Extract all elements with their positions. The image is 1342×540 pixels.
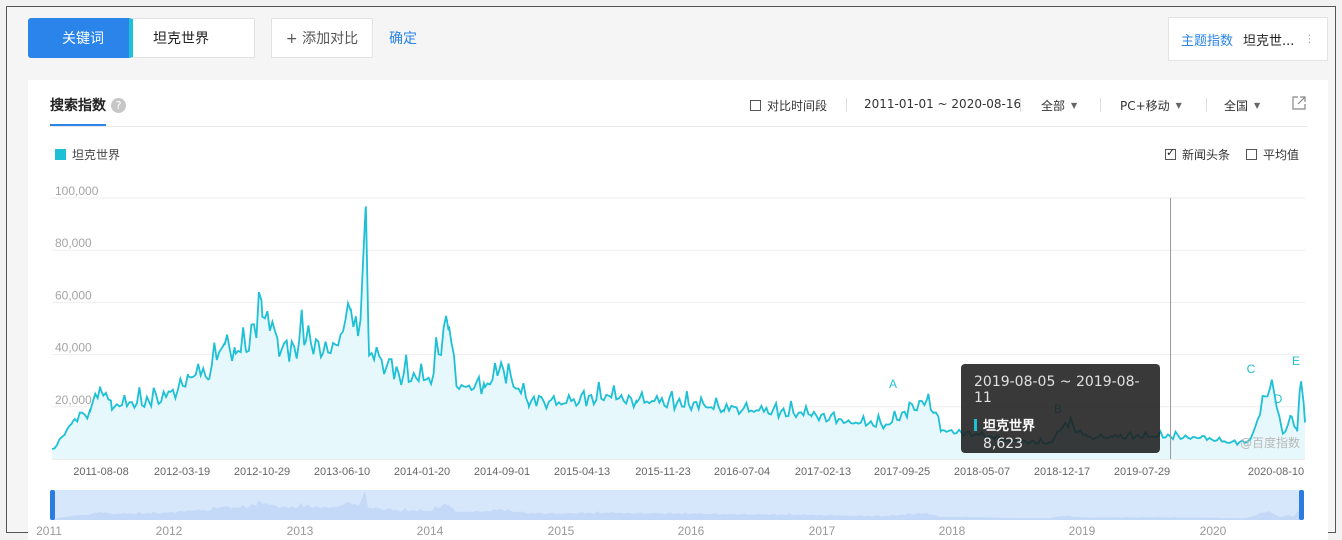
- divider: [1020, 98, 1021, 112]
- x-tick-label: 2018-05-07: [954, 466, 1010, 478]
- region-label: 全国: [1224, 99, 1249, 113]
- annotation-a[interactable]: A: [889, 377, 897, 391]
- y-tick-label: 80,000: [55, 236, 92, 250]
- caret-down-icon: ▼: [1254, 101, 1261, 110]
- legend-label: 坦克世界: [72, 148, 121, 162]
- x-tick-label: 2016-07-04: [714, 466, 770, 478]
- y-tick-label: 100,000: [55, 184, 99, 198]
- range-handle-left[interactable]: [50, 490, 55, 520]
- y-tick-label: 20,000: [55, 393, 92, 407]
- x-tick-label: 2018-12-17: [1034, 466, 1090, 478]
- confirm-link[interactable]: 确定: [389, 31, 417, 47]
- divider: [1100, 98, 1101, 112]
- x-tick-label: 2020-08-10: [1248, 466, 1304, 478]
- tab-search-index[interactable]: 搜索指数: [50, 98, 106, 114]
- series-color-marker: [974, 418, 977, 431]
- range-year-label: 2011: [36, 524, 62, 538]
- y-tick-label: 40,000: [55, 341, 92, 355]
- range-year-label: 2020: [1200, 524, 1227, 538]
- tooltip-value: 8,623: [983, 436, 1024, 452]
- range-year-label: 2016: [678, 524, 705, 538]
- x-tick-label: 2017-02-13: [795, 466, 851, 478]
- more-icon[interactable]: ⋮: [1304, 33, 1315, 45]
- date-range-label: 2011-01-01 ~ 2020-08-16: [864, 97, 1022, 111]
- news-headline-toggle[interactable]: 新闻头条: [1165, 146, 1230, 163]
- range-year-label: 2015: [548, 524, 575, 538]
- x-tick-label: 2013-06-10: [314, 466, 370, 478]
- range-handle-right[interactable]: [1299, 490, 1304, 520]
- news-headline-label: 新闻头条: [1182, 148, 1231, 162]
- caret-down-icon: ▼: [1175, 101, 1182, 110]
- tooltip-series-name: 坦克世界: [983, 419, 1036, 434]
- average-toggle[interactable]: 平均值: [1246, 146, 1299, 163]
- news-headline-checkbox[interactable]: [1165, 146, 1176, 160]
- export-icon[interactable]: [1292, 96, 1306, 110]
- keyword-input[interactable]: 坦克世界: [129, 18, 255, 58]
- legend-swatch: [55, 149, 66, 160]
- source-label: 全部: [1041, 99, 1066, 113]
- annotation-e[interactable]: E: [1292, 354, 1300, 368]
- caret-down-icon: ▼: [1071, 101, 1078, 110]
- topic-index-selector[interactable]: 主题指数 坦克世... ⋮: [1168, 17, 1328, 61]
- region-dropdown[interactable]: 全国 ▼: [1224, 97, 1260, 114]
- average-label: 平均值: [1263, 148, 1300, 162]
- x-tick-label: 2014-01-20: [394, 466, 450, 478]
- range-year-label: 2014: [417, 524, 444, 538]
- x-tick-label: 2011-08-08: [73, 466, 128, 478]
- x-tick-label: 2012-03-19: [154, 466, 210, 478]
- x-tick-label: 2015-11-23: [635, 466, 690, 478]
- y-tick-label: 60,000: [55, 288, 92, 302]
- active-tab-underline: [50, 124, 106, 126]
- search-index-panel: 搜索指数 ? 对比时间段 2011-01-01 ~ 2020-08-16 全部 …: [28, 80, 1328, 540]
- range-year-label: 2013: [287, 524, 314, 538]
- range-year-label: 2017: [809, 524, 836, 538]
- average-checkbox[interactable]: [1246, 149, 1257, 160]
- annotation-d[interactable]: D: [1274, 392, 1283, 406]
- range-year-label: 2019: [1069, 524, 1096, 538]
- x-tick-label: 2012-10-29: [234, 466, 290, 478]
- help-icon[interactable]: ?: [111, 98, 126, 113]
- range-year-label: 2012: [156, 524, 183, 538]
- annotation-c[interactable]: C: [1247, 362, 1256, 376]
- topic-index-value: 坦克世...: [1243, 33, 1295, 49]
- source-dropdown[interactable]: 全部 ▼: [1041, 97, 1077, 114]
- keyword-button[interactable]: 关键词: [28, 18, 138, 58]
- add-compare-button[interactable]: + 添加对比: [271, 18, 373, 58]
- range-slider-preview: [52, 491, 1302, 520]
- divider: [50, 126, 1308, 127]
- date-range-picker[interactable]: 2011-01-01 ~ 2020-08-16: [864, 97, 1021, 111]
- x-tick-label: 2017-09-25: [874, 466, 930, 478]
- x-tick-label: 2019-07-29: [1114, 466, 1170, 478]
- x-tick-label: 2015-04-13: [554, 466, 610, 478]
- tooltip-series: 坦克世界: [974, 415, 1147, 434]
- baidu-index-watermark: @百度指数: [1240, 436, 1301, 450]
- compare-period-toggle[interactable]: 对比时间段: [750, 97, 827, 114]
- range-year-label: 2018: [939, 524, 966, 538]
- series-area: [52, 206, 1305, 459]
- device-dropdown[interactable]: PC+移动 ▼: [1120, 97, 1182, 114]
- tooltip-date: 2019-08-05 ~ 2019-08-11: [974, 374, 1140, 406]
- legend-item[interactable]: 坦克世界: [55, 146, 120, 163]
- chart-tooltip: 2019-08-05 ~ 2019-08-11 坦克世界 8,623: [961, 364, 1160, 453]
- divider: [1206, 98, 1207, 112]
- topic-index-label[interactable]: 主题指数: [1181, 33, 1234, 49]
- x-tick-label: 2014-09-01: [474, 466, 530, 478]
- compare-period-label: 对比时间段: [767, 99, 828, 113]
- device-label: PC+移动: [1120, 99, 1170, 113]
- divider: [846, 98, 847, 112]
- compare-period-checkbox[interactable]: [750, 100, 761, 111]
